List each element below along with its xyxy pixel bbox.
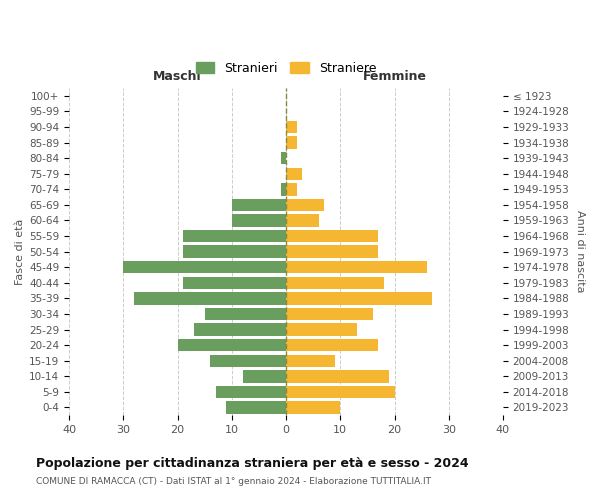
Bar (286, 354, 335, 367)
Bar (286, 292, 433, 304)
Bar (183, 276, 286, 289)
Bar (281, 183, 286, 196)
Bar (286, 121, 297, 133)
Bar (286, 230, 378, 242)
Bar (286, 214, 319, 226)
Bar (286, 339, 378, 351)
Text: COMUNE DI RAMACCA (CT) - Dati ISTAT al 1° gennaio 2024 - Elaborazione TUTTITALIA: COMUNE DI RAMACCA (CT) - Dati ISTAT al 1… (36, 478, 431, 486)
Bar (286, 261, 427, 274)
Bar (226, 402, 286, 413)
Bar (124, 261, 286, 274)
Bar (210, 354, 286, 367)
Y-axis label: Fasce di età: Fasce di età (15, 218, 25, 285)
Bar (286, 386, 395, 398)
Bar (205, 308, 286, 320)
Legend: Stranieri, Straniere: Stranieri, Straniere (191, 56, 382, 80)
Bar (232, 214, 286, 226)
Bar (194, 324, 286, 336)
Bar (183, 246, 286, 258)
Text: Popolazione per cittadinanza straniera per età e sesso - 2024: Popolazione per cittadinanza straniera p… (36, 458, 469, 470)
Bar (286, 198, 324, 211)
Bar (286, 324, 356, 336)
Bar (178, 339, 286, 351)
Bar (232, 198, 286, 211)
Bar (281, 152, 286, 164)
Bar (215, 386, 286, 398)
Bar (286, 136, 297, 149)
Bar (134, 292, 286, 304)
Text: Maschi: Maschi (153, 70, 202, 84)
Bar (242, 370, 286, 382)
Bar (183, 230, 286, 242)
Text: Femmine: Femmine (362, 70, 427, 84)
Bar (286, 276, 383, 289)
Bar (286, 402, 340, 413)
Bar (286, 370, 389, 382)
Bar (286, 183, 297, 196)
Bar (286, 246, 378, 258)
Y-axis label: Anni di nascita: Anni di nascita (575, 210, 585, 293)
Bar (286, 168, 302, 180)
Bar (286, 308, 373, 320)
